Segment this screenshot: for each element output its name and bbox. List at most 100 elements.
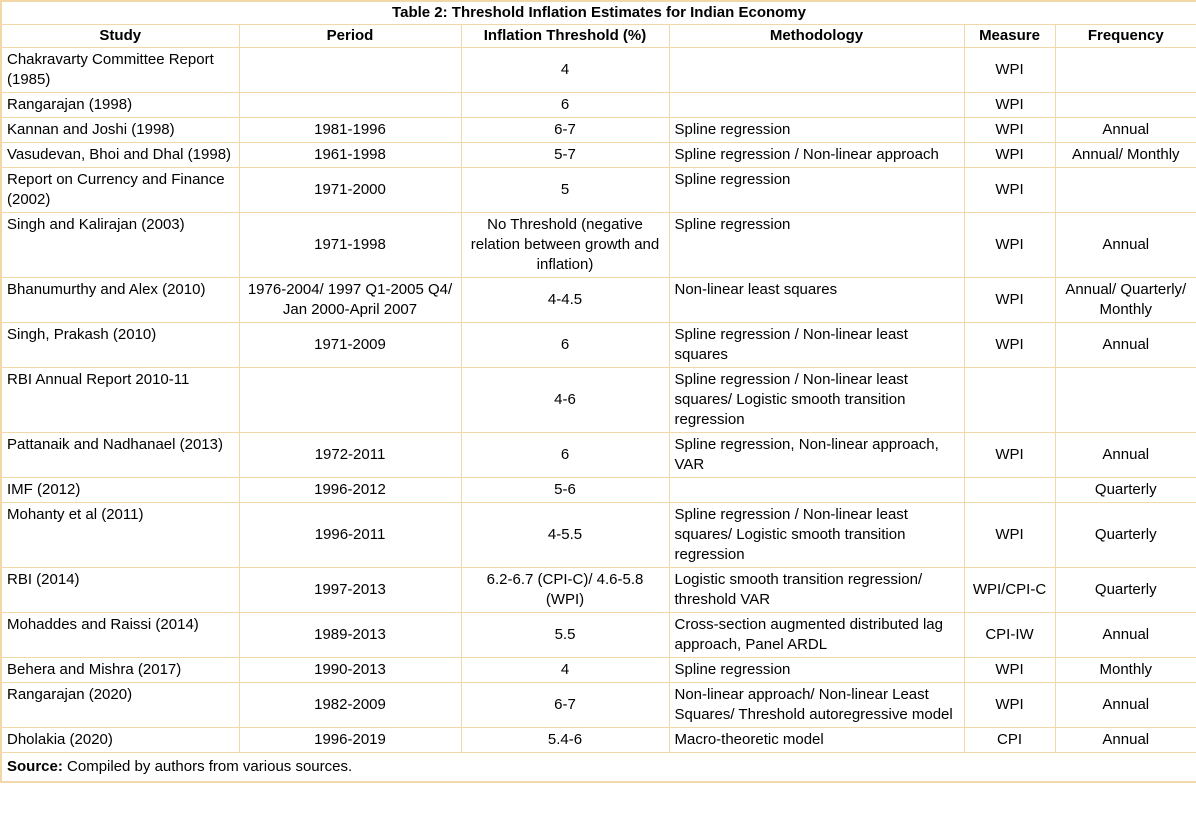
study-cell: Rangarajan (1998) (0, 92, 240, 118)
frequency-cell: Annual/ Monthly (1054, 142, 1196, 168)
table-row: Pattanaik and Nadhanael (2013) 1972-2011… (0, 432, 1196, 478)
period-cell: 1997-2013 (238, 567, 462, 613)
measure-cell: WPI (963, 142, 1056, 168)
period-cell: 1981-1996 (238, 117, 462, 143)
study-cell: Singh and Kalirajan (2003) (0, 212, 240, 278)
table-row: Rangarajan (2020) 1982-2009 6-7 Non-line… (0, 682, 1196, 728)
frequency-cell (1054, 47, 1196, 93)
threshold-cell: 4-5.5 (460, 502, 670, 568)
study-cell: RBI Annual Report 2010-11 (0, 367, 240, 433)
study-cell: Vasudevan, Bhoi and Dhal (1998) (0, 142, 240, 168)
table-row: RBI Annual Report 2010-11 4-6 Spline reg… (0, 367, 1196, 433)
threshold-cell: 6 (460, 322, 670, 368)
frequency-cell: Annual (1054, 432, 1196, 478)
measure-cell (963, 367, 1056, 433)
frequency-cell: Annual (1054, 682, 1196, 728)
methodology-cell (668, 477, 965, 503)
methodology-cell: Spline regression / Non-linear least squ… (668, 367, 965, 433)
threshold-cell: 4 (460, 47, 670, 93)
table-row: Report on Currency and Finance (2002) 19… (0, 167, 1196, 213)
column-header-period: Period (238, 24, 462, 48)
period-cell: 1971-2000 (238, 167, 462, 213)
methodology-cell: Non-linear least squares (668, 277, 965, 323)
period-cell: 1972-2011 (238, 432, 462, 478)
period-cell (238, 367, 462, 433)
frequency-cell: Annual (1054, 322, 1196, 368)
measure-cell: WPI (963, 92, 1056, 118)
frequency-cell: Annual (1054, 117, 1196, 143)
frequency-cell: Annual (1054, 727, 1196, 753)
period-cell: 1982-2009 (238, 682, 462, 728)
table-row: Vasudevan, Bhoi and Dhal (1998) 1961-199… (0, 142, 1196, 168)
table-row: Bhanumurthy and Alex (2010) 1976-2004/ 1… (0, 277, 1196, 323)
source-label: Source: (7, 758, 63, 775)
measure-cell: WPI (963, 47, 1056, 93)
methodology-cell (668, 47, 965, 93)
frequency-cell: Annual (1054, 612, 1196, 658)
table-row: Behera and Mishra (2017) 1990-2013 4 Spl… (0, 657, 1196, 683)
period-cell: 1971-2009 (238, 322, 462, 368)
threshold-cell: 6.2-6.7 (CPI-C)/ 4.6-5.8 (WPI) (460, 567, 670, 613)
table-row: Mohaddes and Raissi (2014) 1989-2013 5.5… (0, 612, 1196, 658)
threshold-cell: 4 (460, 657, 670, 683)
threshold-cell: 5 (460, 167, 670, 213)
measure-cell: WPI (963, 657, 1056, 683)
study-cell: Report on Currency and Finance (2002) (0, 167, 240, 213)
frequency-cell: Annual (1054, 212, 1196, 278)
study-cell: RBI (2014) (0, 567, 240, 613)
methodology-cell: Non-linear approach/ Non-linear Least Sq… (668, 682, 965, 728)
threshold-cell: 5.4-6 (460, 727, 670, 753)
frequency-cell: Quarterly (1054, 477, 1196, 503)
period-cell: 1996-2011 (238, 502, 462, 568)
table-row: Kannan and Joshi (1998) 1981-1996 6-7 Sp… (0, 117, 1196, 143)
study-cell: Chakravarty Committee Report (1985) (0, 47, 240, 93)
methodology-cell: Spline regression / Non-linear least squ… (668, 502, 965, 568)
threshold-cell: 6-7 (460, 682, 670, 728)
study-cell: Bhanumurthy and Alex (2010) (0, 277, 240, 323)
study-cell: Rangarajan (2020) (0, 682, 240, 728)
measure-cell: CPI-IW (963, 612, 1056, 658)
methodology-cell: Spline regression, Non-linear approach, … (668, 432, 965, 478)
period-cell: 1961-1998 (238, 142, 462, 168)
period-cell: 1976-2004/ 1997 Q1-2005 Q4/ Jan 2000-Apr… (238, 277, 462, 323)
column-header-frequency: Frequency (1054, 24, 1196, 48)
table-title: Table 2: Threshold Inflation Estimates f… (0, 0, 1196, 25)
threshold-cell: 4-4.5 (460, 277, 670, 323)
methodology-cell: Macro-theoretic model (668, 727, 965, 753)
threshold-cell: 6 (460, 92, 670, 118)
frequency-cell (1054, 367, 1196, 433)
column-header-methodology: Methodology (668, 24, 965, 48)
period-cell: 1996-2012 (238, 477, 462, 503)
methodology-cell: Spline regression (668, 167, 965, 213)
period-cell: 1990-2013 (238, 657, 462, 683)
threshold-cell: 6 (460, 432, 670, 478)
threshold-cell: 4-6 (460, 367, 670, 433)
measure-cell: WPI (963, 322, 1056, 368)
measure-cell: WPI (963, 502, 1056, 568)
table-header-row: Study Period Inflation Threshold (%) Met… (0, 24, 1196, 48)
measure-cell: WPI (963, 432, 1056, 478)
measure-cell: WPI (963, 682, 1056, 728)
study-cell: Behera and Mishra (2017) (0, 657, 240, 683)
study-cell: Kannan and Joshi (1998) (0, 117, 240, 143)
frequency-cell: Quarterly (1054, 567, 1196, 613)
frequency-cell: Annual/ Quarterly/ Monthly (1054, 277, 1196, 323)
study-cell: Dholakia (2020) (0, 727, 240, 753)
table-row: Rangarajan (1998) 6 WPI (0, 92, 1196, 118)
period-cell: 1971-1998 (238, 212, 462, 278)
source-row: Source: Compiled by authors from various… (0, 752, 1196, 783)
methodology-cell: Spline regression (668, 212, 965, 278)
threshold-inflation-table: Table 2: Threshold Inflation Estimates f… (0, 0, 1196, 783)
table-row: Chakravarty Committee Report (1985) 4 WP… (0, 47, 1196, 93)
table-title-row: Table 2: Threshold Inflation Estimates f… (0, 0, 1196, 25)
column-header-measure: Measure (963, 24, 1056, 48)
threshold-cell: 5-7 (460, 142, 670, 168)
threshold-cell: No Threshold (negative relation between … (460, 212, 670, 278)
study-cell: Pattanaik and Nadhanael (2013) (0, 432, 240, 478)
frequency-cell (1054, 92, 1196, 118)
table-row: Mohanty et al (2011) 1996-2011 4-5.5 Spl… (0, 502, 1196, 568)
methodology-cell: Logistic smooth transition regression/ t… (668, 567, 965, 613)
threshold-cell: 5-6 (460, 477, 670, 503)
source-text: Compiled by authors from various sources… (62, 758, 353, 775)
threshold-cell: 6-7 (460, 117, 670, 143)
